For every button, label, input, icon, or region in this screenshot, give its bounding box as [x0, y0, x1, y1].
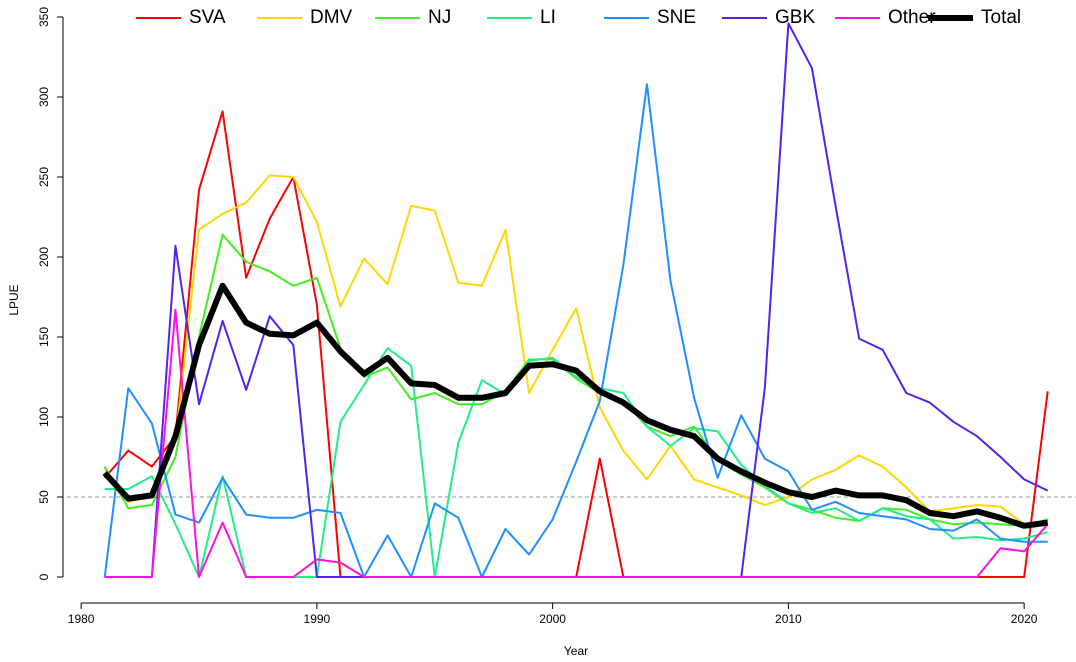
x-tick-label: 2020: [1011, 612, 1038, 626]
series-line: [103, 110, 1049, 578]
y-tick-label: 300: [37, 87, 51, 107]
legend-label: NJ: [428, 7, 451, 28]
x-tick-label: 2010: [775, 612, 802, 626]
x-tick-label: 2000: [539, 612, 566, 626]
y-tick-label: 50: [37, 490, 51, 504]
legend-label: GBK: [775, 7, 815, 28]
x-tick-label: 1980: [68, 612, 95, 626]
x-axis-label: Year: [564, 644, 588, 658]
y-tick-label: 350: [37, 7, 51, 27]
y-tick-label: 250: [37, 167, 51, 187]
y-tick-label: 150: [37, 327, 51, 347]
series-line: [104, 22, 1049, 578]
y-axis-label: LPUE: [7, 284, 21, 315]
y-tick-label: 200: [37, 247, 51, 267]
legend-label: SNE: [657, 7, 696, 28]
series-line: [103, 233, 1048, 527]
legend-label: Total: [981, 7, 1021, 28]
legend-label: SVA: [189, 7, 226, 28]
series-line: [102, 282, 1049, 529]
y-tick-label: 100: [37, 407, 51, 427]
x-tick-label: 1990: [304, 612, 331, 626]
series-line: [103, 174, 1048, 526]
series-line: [103, 83, 1048, 578]
legend-label: LI: [540, 7, 556, 28]
legend-label: Other: [888, 7, 936, 28]
series-line: [104, 308, 1049, 578]
legend-label: DMV: [310, 7, 353, 28]
y-tick-label: 0: [37, 573, 51, 580]
